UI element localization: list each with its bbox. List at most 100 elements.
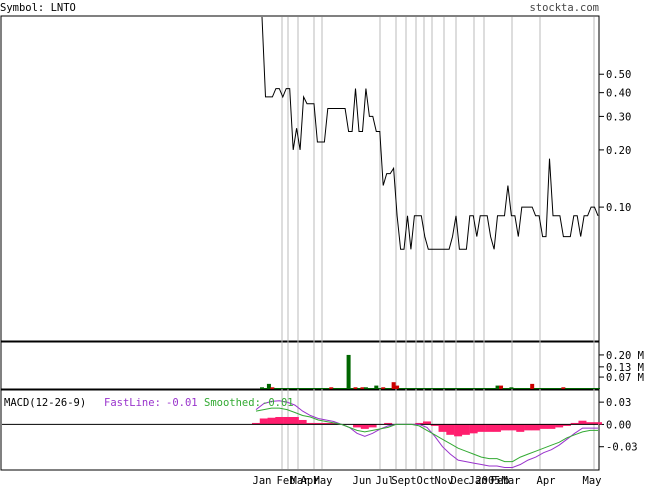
volume-bar [488,388,493,389]
volume-bar [415,388,420,389]
volume-bar [308,388,313,389]
volume-bar [298,388,303,389]
fast-label: FastLine: [104,397,161,409]
macd-hist-bar [500,424,509,431]
volume-bar [578,388,583,389]
macd-hist-bar [384,422,393,425]
x-tick-label: 2005 [475,475,500,486]
volume-bar [429,388,434,389]
macd-hist-bar [267,417,276,425]
x-tick-label: Oct [417,475,436,486]
macd-hist-bar [524,424,533,431]
volume-bar [592,388,597,389]
price-panel [0,15,600,342]
volume-bar [263,388,268,389]
volume-bar [575,388,580,389]
volume-bar [460,388,465,389]
volume-bar [457,388,462,389]
x-tick-label: May [314,475,333,486]
volume-bar [343,388,348,389]
volume-bar [329,387,334,389]
macd-hist-bar [531,424,540,431]
volume-bar [499,385,504,389]
volume-bar [530,383,535,389]
volume-tick-label: 0.20 M [606,350,644,362]
volume-bar [294,388,299,389]
volume-bar [550,388,555,389]
volume-bar [568,388,573,389]
volume-bar [291,388,296,389]
macd-hist-bar [298,419,307,425]
volume-bar [311,388,316,389]
volume-bar [540,388,545,389]
volume-bar [485,388,490,389]
macd-panel [0,389,600,471]
price-tick-label: 0.50 [606,69,631,81]
volume-bar [596,388,600,389]
macd-hist-bar [469,424,478,434]
macd-hist-bar [423,421,431,425]
volume-bar [336,388,341,389]
macd-hist-bar [321,422,330,425]
volume-bar [412,388,417,389]
x-tick-label: Sept [391,475,416,486]
volume-bar [422,388,427,389]
volume-bar [502,388,507,389]
volume-bar [346,354,351,389]
price-tick-label: 0.30 [606,111,631,123]
macd-histogram [252,417,602,437]
volume-bar [467,388,472,389]
volume-bar [318,388,323,389]
volume-bar [474,388,479,389]
volume-bar [398,388,403,389]
volume-bar [571,388,576,389]
volume-bar [554,388,559,389]
volume-bar [450,388,455,389]
macd-hist-bar [477,424,486,432]
macd-tick-label: 0.03 [606,397,631,409]
volume-bar [287,388,292,389]
volume-bar [512,388,517,389]
volume-bar [436,388,441,389]
price-line [261,16,599,250]
x-tick-label: Jul [376,475,395,486]
volume-bar [516,388,521,389]
volume-bar [426,388,431,389]
x-tick-label: Feb [277,475,296,486]
volume-bar [533,388,538,389]
volume-bar [273,388,278,389]
macd-hist-bar [329,422,338,425]
macd-hist-bar [306,422,315,425]
volume-bars [260,354,600,389]
macd-hist-bar [539,424,548,429]
macd-hist-bar [283,417,292,425]
volume-bar [270,387,275,389]
volume-bar [260,387,264,389]
macd-hist-bar [314,422,323,425]
volume-bar [350,388,355,389]
volume-bar [332,388,337,389]
volume-bar [585,388,590,389]
volume-bar [519,388,524,389]
volume-bar [325,388,330,389]
volume-bar [402,388,407,389]
price-tick-label: 0.10 [606,202,631,214]
macd-hist-bar [586,422,595,425]
volume-bar [388,388,393,389]
volume-bar [495,385,500,389]
fast-value: -0.01 [166,397,198,409]
volume-bar [453,388,458,389]
volume-bar [582,388,587,389]
volume-bar [505,388,510,389]
macd-fast-line [255,400,598,468]
macd-hist-bar [594,422,602,425]
volume-bar [526,388,531,389]
volume-bar [557,388,562,389]
macd-hist-bar [446,424,455,435]
volume-bar [523,388,528,389]
macd-hist-bar [360,424,369,429]
volume-bar [381,387,386,389]
volume-bar [395,385,400,389]
macd-hist-bar [461,424,470,435]
volume-bar [322,388,327,389]
